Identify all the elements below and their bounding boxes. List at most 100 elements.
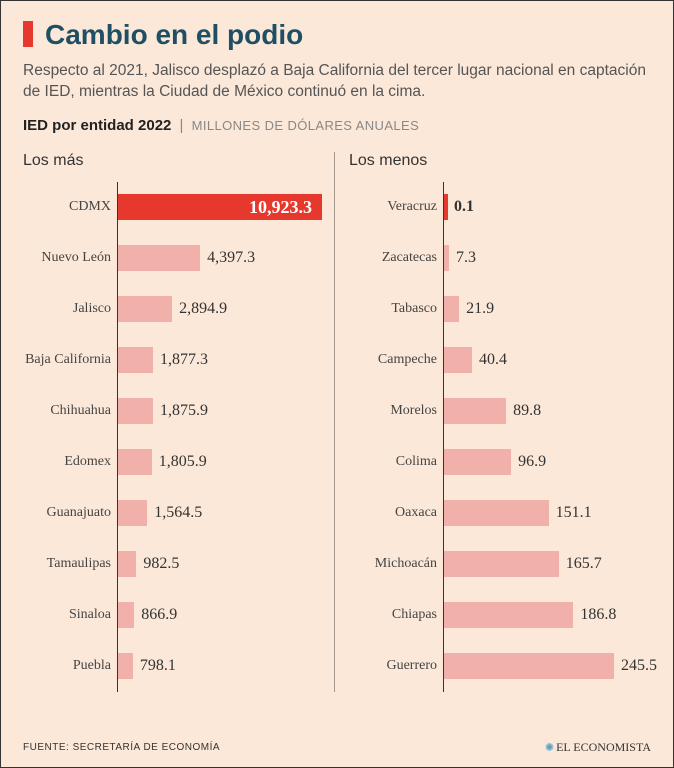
subtitle-sep: | <box>180 117 184 134</box>
bar-value: 186.8 <box>580 606 616 624</box>
bar-cell: 186.8 <box>443 590 657 641</box>
bar-cell: 245.5 <box>443 641 657 692</box>
chart-left: Los más CDMX 10,923.3 Nuevo León 4,397.3 Jal… <box>23 152 334 692</box>
charts-container: Los más CDMX 10,923.3 Nuevo León 4,397.3 Jal… <box>23 152 651 692</box>
bar <box>118 602 134 628</box>
bar-cell: 982.5 <box>117 539 322 590</box>
bar-label: Campeche <box>349 352 443 368</box>
bar-row: Oaxaca 151.1 <box>349 488 657 539</box>
bar-row: Morelos89.8 <box>349 386 657 437</box>
bar-value: 4,397.3 <box>207 249 255 267</box>
source-text: SECRETARÍA DE ECONOMÍA <box>73 742 221 753</box>
bar-row: CDMX 10,923.3 <box>23 182 322 233</box>
bar-row: Colima 96.9 <box>349 437 657 488</box>
bar-value: 798.1 <box>140 657 176 675</box>
bar-row: Veracruz0.1 <box>349 182 657 233</box>
bar-value: 151.1 <box>556 504 592 522</box>
brand-icon: ✺ <box>545 742 554 754</box>
bar-row: Puebla 798.1 <box>23 641 322 692</box>
bar-cell: 798.1 <box>117 641 322 692</box>
bar <box>444 449 511 475</box>
bar-value: 1,877.3 <box>160 351 208 369</box>
bar <box>444 347 472 373</box>
bar-row: Guanajuato 1,564.5 <box>23 488 322 539</box>
bar-cell: 151.1 <box>443 488 657 539</box>
bar-cell: 1,805.9 <box>117 437 322 488</box>
chart-right: Los menos Veracruz0.1Zacatecas7.3Tabasco… <box>334 152 657 692</box>
bar-value: 165.7 <box>566 555 602 573</box>
bar-label: Chihuahua <box>23 403 117 419</box>
subtitle: IED por entidad 2022 | MILLONES DE DÓLAR… <box>23 117 651 134</box>
bar <box>118 500 147 526</box>
bar-cell: 10,923.3 <box>117 182 322 233</box>
bar <box>118 449 152 475</box>
bar-value: 10,923.3 <box>249 197 312 218</box>
bar-value: 0.1 <box>454 198 474 216</box>
chart-right-heading: Los menos <box>349 152 657 170</box>
bar-label: Edomex <box>23 454 117 470</box>
bar-cell: 1,877.3 <box>117 335 322 386</box>
bar-label: Baja California <box>23 352 117 368</box>
footer: FUENTE: SECRETARÍA DE ECONOMÍA ✺EL ECONO… <box>23 740 651 755</box>
subtitle-bold: IED por entidad 2022 <box>23 117 171 134</box>
bar-value: 7.3 <box>456 249 476 267</box>
bar-label: Tabasco <box>349 301 443 317</box>
bar-label: Michoacán <box>349 556 443 572</box>
bar-label: Jalisco <box>23 301 117 317</box>
bar-cell: 165.7 <box>443 539 657 590</box>
bar <box>444 602 573 628</box>
bar <box>118 551 136 577</box>
bar <box>444 194 448 220</box>
infographic-card: Cambio en el podio Respecto al 2021, Jal… <box>0 0 674 768</box>
bar <box>444 500 549 526</box>
bar <box>118 398 153 424</box>
bar-label: Nuevo León <box>23 250 117 266</box>
bar <box>444 398 506 424</box>
bar-cell: 21.9 <box>443 284 657 335</box>
bar-cell: 40.4 <box>443 335 657 386</box>
bar-value: 96.9 <box>518 453 546 471</box>
bar-cell: 866.9 <box>117 590 322 641</box>
bar-label: Puebla <box>23 658 117 674</box>
bar <box>444 245 449 271</box>
bar: 10,923.3 <box>118 194 322 220</box>
bar-row: Michoacán 165.7 <box>349 539 657 590</box>
bar <box>444 296 459 322</box>
bar-value: 1,564.5 <box>154 504 202 522</box>
bar-row: Tabasco 21.9 <box>349 284 657 335</box>
chart-right-rows: Veracruz0.1Zacatecas7.3 Tabasco 21.9 Campec… <box>349 182 657 692</box>
source-line: FUENTE: SECRETARÍA DE ECONOMÍA <box>23 742 220 753</box>
chart-left-heading: Los más <box>23 152 322 170</box>
bar-value: 40.4 <box>479 351 507 369</box>
accent-bar <box>23 21 33 47</box>
bar-value: 21.9 <box>466 300 494 318</box>
bar-cell: 1,564.5 <box>117 488 322 539</box>
bar-cell: 89.8 <box>443 386 657 437</box>
bar-cell: 2,894.9 <box>117 284 322 335</box>
bar-label: Oaxaca <box>349 505 443 521</box>
bar-label: Guerrero <box>349 658 443 674</box>
bar-row: Guerrero245.5 <box>349 641 657 692</box>
bar-row: Chihuahua1,875.9 <box>23 386 322 437</box>
bar-row: Edomex 1,805.9 <box>23 437 322 488</box>
bar <box>444 551 559 577</box>
bar <box>118 245 200 271</box>
bar-row: Sinaloa866.9 <box>23 590 322 641</box>
bar-label: Guanajuato <box>23 505 117 521</box>
subtitle-unit: MILLONES DE DÓLARES ANUALES <box>192 118 420 133</box>
bar-cell: 0.1 <box>443 182 657 233</box>
bar <box>118 296 172 322</box>
bar-label: CDMX <box>23 199 117 215</box>
bar-label: Colima <box>349 454 443 470</box>
bar-value: 982.5 <box>143 555 179 573</box>
bar-value: 89.8 <box>513 402 541 420</box>
bar-label: Sinaloa <box>23 607 117 623</box>
bar-cell: 1,875.9 <box>117 386 322 437</box>
bar-row: Chiapas186.8 <box>349 590 657 641</box>
brand: ✺EL ECONOMISTA <box>545 740 651 755</box>
title-row: Cambio en el podio <box>23 19 651 51</box>
bar-row: Zacatecas7.3 <box>349 233 657 284</box>
bar-value: 1,805.9 <box>159 453 207 471</box>
bar-cell: 96.9 <box>443 437 657 488</box>
bar-value: 2,894.9 <box>179 300 227 318</box>
